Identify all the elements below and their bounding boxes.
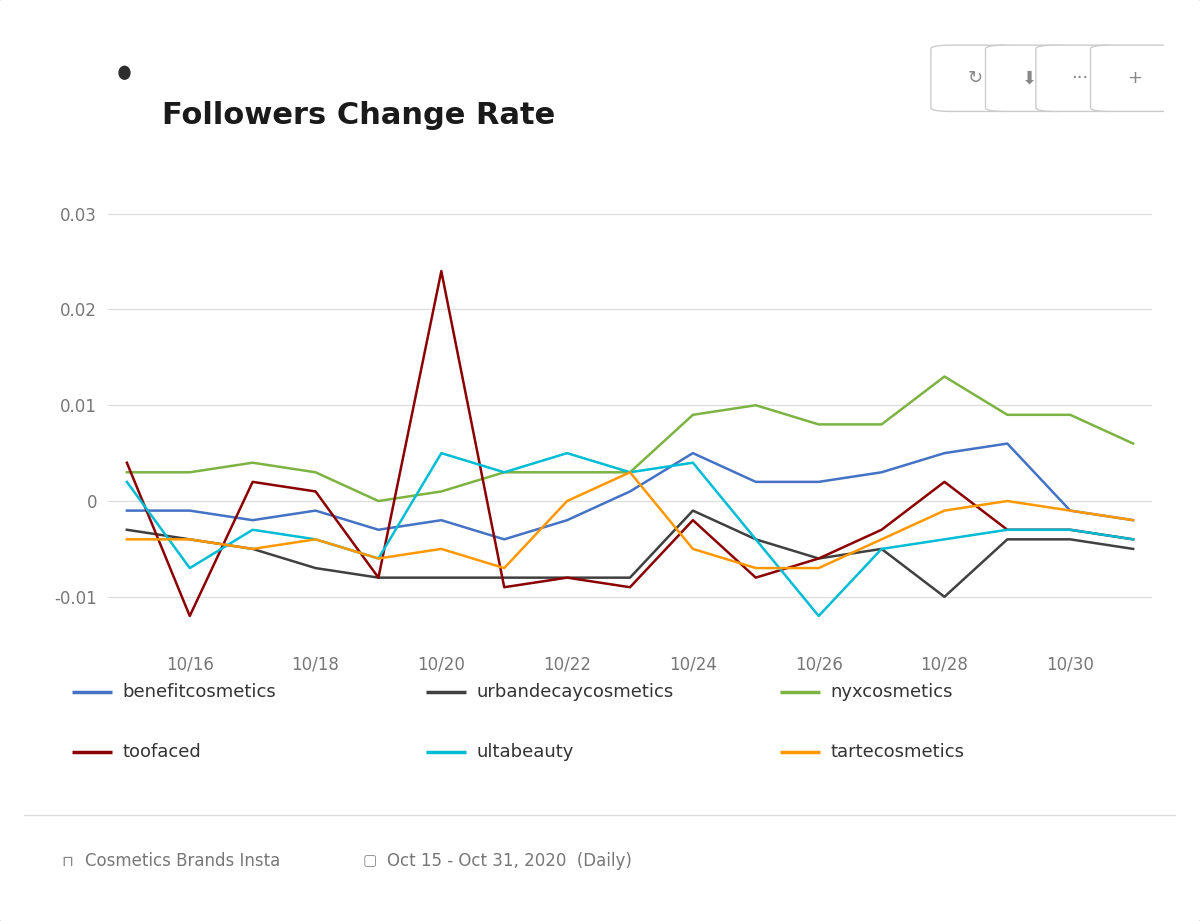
Text: ▢: ▢ [362, 854, 377, 869]
Text: tartecosmetics: tartecosmetics [830, 743, 965, 761]
Text: urbandecaycosmetics: urbandecaycosmetics [476, 683, 673, 701]
Text: toofaced: toofaced [122, 743, 202, 761]
Text: Cosmetics Brands Insta: Cosmetics Brands Insta [85, 852, 281, 870]
Circle shape [119, 66, 130, 79]
Text: benefitcosmetics: benefitcosmetics [122, 683, 276, 701]
Text: ⊓: ⊓ [62, 854, 73, 869]
FancyBboxPatch shape [985, 45, 1074, 111]
FancyBboxPatch shape [1091, 45, 1178, 111]
Text: Oct 15 - Oct 31, 2020  (Daily): Oct 15 - Oct 31, 2020 (Daily) [386, 852, 631, 870]
Text: ···: ··· [1072, 69, 1088, 87]
Text: nyxcosmetics: nyxcosmetics [830, 683, 953, 701]
Text: ultabeauty: ultabeauty [476, 743, 574, 761]
Text: +: + [1127, 69, 1142, 87]
Text: ↻: ↻ [967, 69, 983, 87]
Text: ⬇: ⬇ [1022, 69, 1037, 87]
FancyBboxPatch shape [59, 41, 151, 152]
Text: Followers Change Rate: Followers Change Rate [162, 100, 556, 130]
FancyBboxPatch shape [931, 45, 1019, 111]
FancyBboxPatch shape [1036, 45, 1124, 111]
